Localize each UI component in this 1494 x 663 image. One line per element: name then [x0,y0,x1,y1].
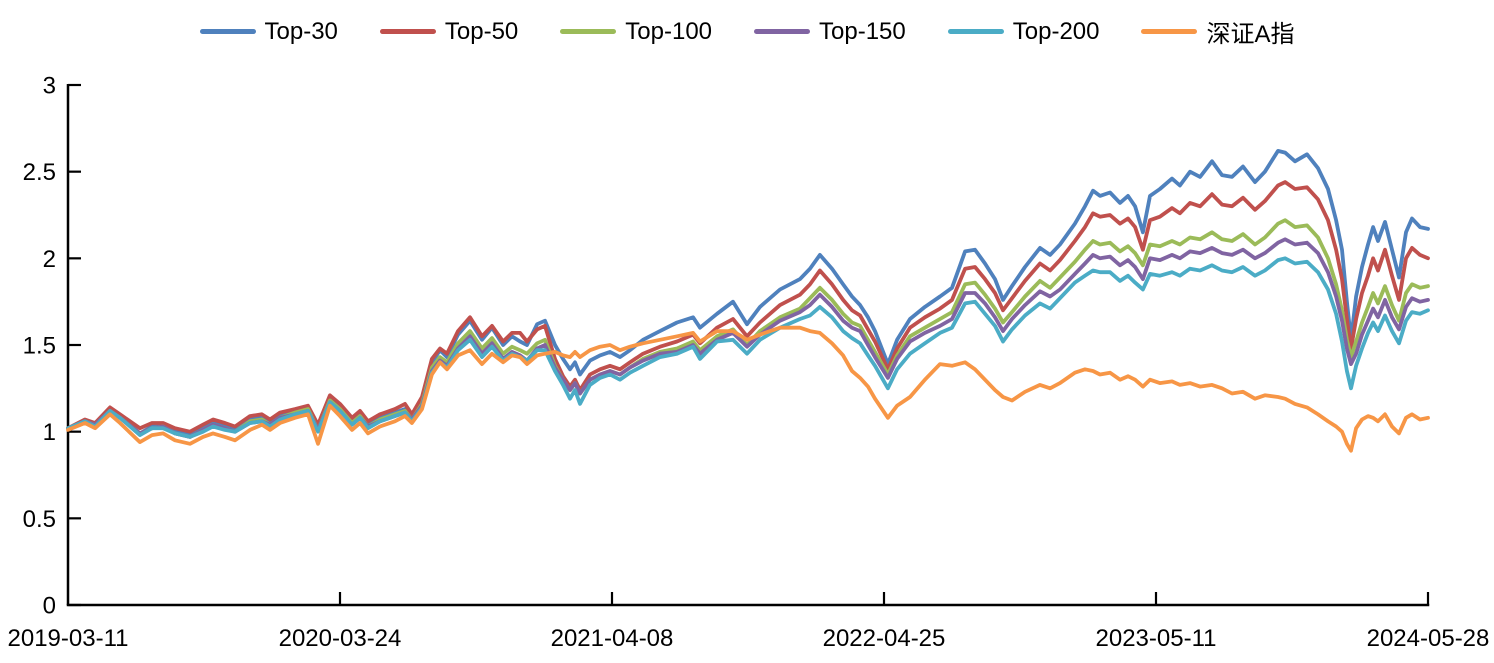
x-tick-label: 2022-04-25 [823,625,946,652]
series-line-top-50 [66,180,1430,434]
legend-label-top-30: Top-30 [264,17,338,45]
x-tick-label: 2023-05-11 [1096,625,1217,652]
x-tick-label: 2021-04-08 [551,625,674,652]
legend-item-top-30: Top-30 [199,17,338,46]
legend-swatch-szse-a [1141,29,1198,34]
legend-label-top-100: Top-100 [625,17,713,45]
x-tick-label: 2019-03-11 [8,625,129,652]
legend-swatch-top-150 [754,29,811,34]
x-tick-label: 2020-03-24 [279,625,402,652]
legend-item-top-200: Top-200 [947,17,1100,46]
legend-swatch-top-200 [947,29,1004,34]
y-tick-label: 1 [43,419,56,446]
legend-item-szse-a: 深证A指 [1141,14,1295,49]
legend-label-top-50: Top-50 [444,17,519,45]
x-tick-label: 2024-05-28 [1367,625,1490,652]
legend-swatch-top-50 [379,29,436,34]
y-tick-label: 3 [43,73,56,100]
legend-label-top-200: Top-200 [1012,17,1100,45]
legend-item-top-50: Top-50 [379,17,519,46]
legend-swatch-top-30 [199,29,256,34]
legend-label-szse-a: 深证A指 [1206,21,1295,48]
legend-label-top-150: Top-150 [819,17,906,45]
legend-item-top-150: Top-150 [754,18,906,46]
series-line-szse-a [66,325,1430,453]
legend-swatch-top-100 [560,29,617,34]
legend-item-top-100: Top-100 [560,18,712,46]
y-tick-label: 0 [43,593,56,620]
series-line-top-200 [66,256,1430,439]
y-tick-label: 2 [43,246,56,273]
chart-legend: Top-30 Top-50 Top-100 Top-150 Top-200 深证A指 [0,14,1494,49]
series-line-top-30 [66,148,1430,438]
y-tick-label: 0.5 [23,506,56,533]
y-tick-label: 2.5 [23,159,56,186]
y-tick-label: 1.5 [23,333,56,360]
